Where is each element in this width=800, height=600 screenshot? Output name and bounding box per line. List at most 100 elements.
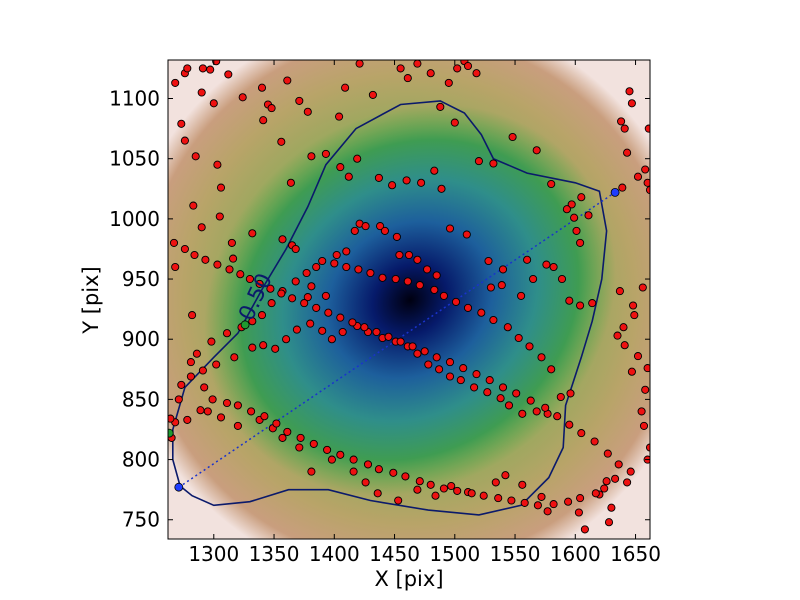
data-point (613, 331, 622, 340)
data-point (396, 337, 405, 346)
plot-area: 0.50 (167, 59, 651, 540)
data-point (327, 455, 336, 464)
data-point (198, 64, 207, 73)
data-point (604, 518, 614, 527)
data-point (207, 337, 216, 346)
data-point (641, 165, 650, 174)
data-point (529, 274, 538, 284)
data-point (424, 360, 433, 369)
data-point (547, 365, 556, 374)
data-point (349, 467, 358, 476)
data-point (453, 64, 462, 73)
data-point (565, 420, 574, 429)
data-point (342, 247, 351, 256)
data-point (413, 485, 422, 494)
data-point (378, 273, 387, 282)
data-point (463, 303, 473, 312)
data-point (607, 503, 616, 512)
data-point (277, 289, 286, 298)
data-point (248, 317, 257, 326)
y-tick-label: 750 (122, 508, 160, 532)
x-tick-label: 1500 (429, 542, 480, 566)
data-point (420, 347, 429, 356)
data-point (238, 93, 247, 102)
data-point (350, 226, 359, 235)
data-point (324, 308, 333, 317)
data-point (590, 437, 599, 446)
data-point (497, 281, 506, 290)
data-point (413, 60, 422, 68)
data-point (491, 478, 500, 487)
data-point (248, 343, 257, 352)
x-tick-label: 1550 (490, 542, 541, 566)
data-point (623, 148, 632, 157)
data-point (588, 299, 597, 308)
data-point (570, 213, 579, 222)
data-point (190, 250, 199, 260)
data-point (474, 157, 483, 166)
data-point (189, 201, 198, 210)
data-point (408, 342, 417, 351)
heatmap-core (204, 104, 616, 496)
data-point (286, 178, 295, 187)
data-point (342, 262, 351, 272)
data-point (318, 256, 327, 266)
data-point (229, 254, 238, 263)
data-point (450, 118, 459, 127)
data-point (404, 250, 414, 260)
data-point (309, 439, 318, 448)
data-point (183, 415, 192, 424)
data-point (644, 124, 650, 133)
data-point (626, 467, 635, 476)
data-point (467, 489, 476, 498)
data-point (445, 224, 455, 233)
data-point (248, 229, 257, 238)
data-point (292, 325, 301, 334)
x-tick-label: 1350 (249, 542, 300, 566)
data-point (518, 409, 527, 418)
data-point (291, 277, 300, 286)
data-point (625, 87, 634, 96)
data-point (197, 88, 206, 97)
data-point (600, 484, 609, 493)
data-point (576, 301, 585, 310)
data-point (321, 149, 330, 158)
data-point (620, 341, 629, 350)
data-point (639, 421, 649, 430)
data-point (496, 394, 505, 403)
data-point (278, 235, 287, 244)
data-point (577, 193, 586, 202)
data-point (296, 433, 305, 442)
data-point (245, 274, 254, 284)
data-point (627, 99, 636, 108)
data-point (300, 299, 309, 308)
data-point (348, 318, 357, 327)
data-point (318, 326, 327, 335)
data-point (201, 255, 210, 264)
data-point (413, 255, 422, 264)
data-point (514, 333, 523, 343)
data-point (556, 392, 565, 402)
data-point (576, 494, 585, 503)
y-tick-label: 1000 (109, 207, 160, 231)
data-point (426, 69, 435, 78)
data-point (222, 329, 232, 338)
data-point (277, 137, 286, 146)
data-point (361, 478, 370, 487)
data-point (444, 78, 453, 87)
data-point (360, 323, 369, 332)
data-point (295, 96, 304, 105)
data-point (230, 353, 239, 362)
data-point (532, 146, 541, 155)
data-point (171, 78, 180, 87)
data-point (363, 460, 373, 469)
x-tick-label: 1450 (369, 542, 420, 566)
special-points-layer (168, 187, 620, 492)
data-point (216, 183, 226, 192)
data-point (415, 281, 424, 290)
data-point (619, 323, 628, 332)
data-point (209, 99, 218, 108)
data-point (432, 271, 441, 280)
data-point (627, 367, 636, 376)
